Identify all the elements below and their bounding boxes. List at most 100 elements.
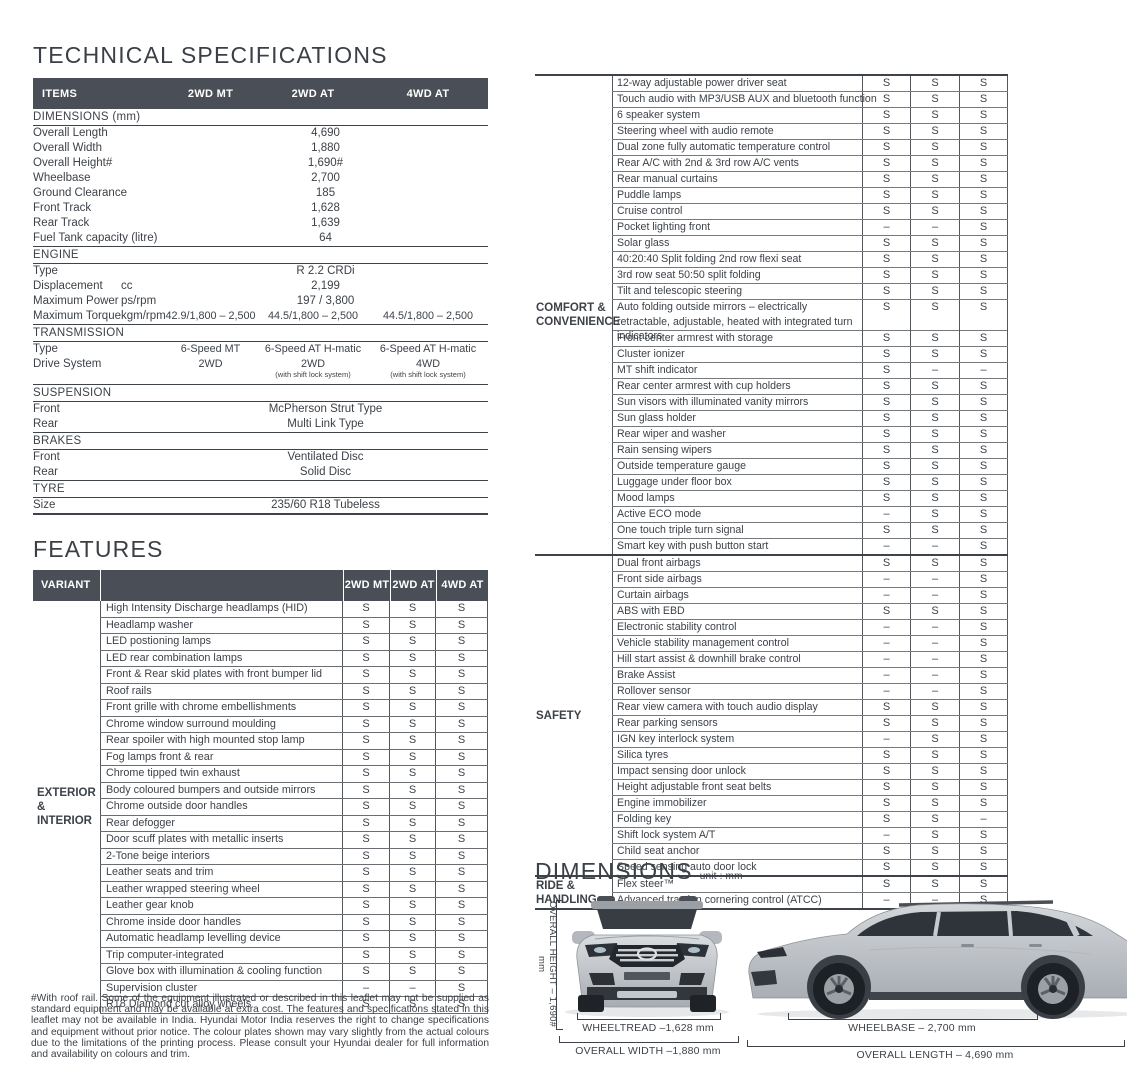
feature-value-cell: S (960, 411, 1008, 426)
feature-value-cell: S (960, 700, 1008, 715)
feature-label: Front grille with chrome embellishments (100, 700, 343, 716)
feature-value-cell: S (863, 764, 911, 779)
feature-row: Fog lamps front & rear S S S (100, 749, 488, 766)
feature-value-cell: S (436, 881, 488, 897)
feature-label: Supervision cluster (100, 980, 343, 996)
feature-row: Engine immobilizer S S S (612, 796, 1008, 812)
spec-row: Rear Multi Link Type (33, 417, 488, 432)
feature-label: Cruise control (612, 204, 863, 219)
feature-value-cell: S (390, 914, 436, 930)
feature-value-cell: S (390, 881, 436, 897)
feature-value-cell: S (960, 92, 1008, 107)
section-label-line: HANDLING (536, 893, 597, 906)
feature-label: Chrome window surround moulding (100, 716, 343, 732)
feature-value-cell: S (960, 188, 1008, 203)
feature-value-cell: S (960, 156, 1008, 171)
feature-value-cell: S (911, 300, 960, 344)
feature-row: Sun visors with illuminated vanity mirro… (612, 395, 1008, 411)
spec-value-text: 42.9/1,800 – 2,500 (165, 310, 256, 322)
feature-value-cell: S (863, 700, 911, 715)
side-view-car-image (748, 900, 1127, 1019)
spec-value: Ventilated Disc (287, 451, 364, 463)
feature-value-cell: S (436, 601, 488, 617)
feature-label: Rear wiper and washer (612, 427, 863, 442)
section-label: RIDE & HANDLING (535, 877, 612, 908)
feature-value-cell: – (863, 732, 911, 747)
spec-row: Overall Height# 1,690# (33, 156, 488, 171)
feature-value-cell: S (863, 748, 911, 763)
feature-value-cell: S (960, 844, 1008, 859)
spec-row: Overall Width 1,880 (33, 141, 488, 156)
feature-value-cell: S (390, 650, 436, 666)
feature-value-cell: S (960, 636, 1008, 651)
section-label: COMFORT & CONVENIENCE (535, 76, 620, 554)
spec-item-label: Front Track (33, 202, 92, 214)
feature-row: Steering wheel with audio remote S S S (612, 124, 1008, 140)
feature-row: Mood lamps S S S (612, 491, 1008, 507)
feature-value-cell: – (863, 220, 911, 235)
feature-value-cell: S (911, 860, 960, 875)
feature-value-cell: S (343, 667, 390, 683)
section-label-line: COMFORT & (536, 302, 606, 314)
feature-value-cell: S (863, 812, 911, 827)
feature-value-cell: S (911, 764, 960, 779)
feature-label: Chrome inside door handles (100, 914, 343, 930)
feature-value-cell: S (960, 268, 1008, 283)
feature-value-cell: S (436, 700, 488, 716)
feature-value-cell: S (863, 204, 911, 219)
feature-row: Glove box with illumination & cooling fu… (100, 964, 488, 981)
feature-value-cell: S (343, 716, 390, 732)
feature-value-cell: – (960, 363, 1008, 378)
spec-item-label: Ground Clearance (33, 187, 127, 199)
feature-label: Door scuff plates with metallic inserts (100, 832, 343, 848)
spec-value: 4WD (with shift lock system) (368, 357, 488, 384)
feature-row: ABS with EBD S S S (612, 604, 1008, 620)
spec-value: 1,880 (311, 142, 340, 154)
col-header-items: ITEMS (42, 87, 78, 100)
spec-item-label: Rear (33, 466, 58, 478)
feature-row: Leather wrapped steering wheel S S S (100, 881, 488, 898)
feature-label: Chrome outside door handles (100, 799, 343, 815)
feature-row: Roof rails S S S (100, 683, 488, 700)
feature-value-cell: S (911, 411, 960, 426)
feature-label: Sun visors with illuminated vanity mirro… (612, 395, 863, 410)
section-label: SAFETY (535, 556, 612, 875)
feature-label: Puddle lamps (612, 188, 863, 203)
feature-value-cell: S (436, 749, 488, 765)
feature-value-cell: S (960, 204, 1008, 219)
feature-label: Silica tyres (612, 748, 863, 763)
feature-label: Curtain airbags (612, 588, 863, 603)
spec-row: Type 6-Speed MT 6-Speed AT H-matic 6-Speed … (33, 342, 488, 357)
spec-value: Multi Link Type (287, 418, 364, 430)
feature-label: Solar glass (612, 236, 863, 251)
feature-row: Brake Assist – – S (612, 668, 1008, 684)
feature-label: Luggage under floor box (612, 475, 863, 490)
overall-width-label: OVERALL WIDTH –1,880 mm (575, 1045, 721, 1057)
feature-value-cell: S (390, 832, 436, 848)
feature-row: Front side airbags – – S (612, 572, 1008, 588)
spec-row: Displacement cc 2,199 (33, 279, 488, 294)
overall-length-label: OVERALL LENGTH – 4,690 mm (856, 1049, 1014, 1061)
feature-value-cell: S (960, 140, 1008, 155)
feature-value-cell: S (960, 220, 1008, 235)
spec-row: Fuel Tank capacity (litre) 64 (33, 231, 488, 246)
feature-value-cell: S (911, 347, 960, 362)
spec-section-title: DIMENSIONS (mm) (33, 109, 488, 126)
feature-row: Electronic stability control – – S (612, 620, 1008, 636)
feature-value-cell: S (343, 799, 390, 815)
spec-item-label: Front (33, 403, 60, 415)
wheeltread-bracket (577, 1013, 721, 1020)
col-header-4wd-at: 4WD AT (406, 87, 450, 100)
feature-row: Touch audio with MP3/USB AUX and bluetoo… (612, 92, 1008, 108)
overall-width-bracket (559, 1036, 739, 1043)
feature-row: One touch triple turn signal S S S (612, 523, 1008, 539)
spec-item-label: Size (33, 499, 56, 511)
feature-value-cell: S (863, 347, 911, 362)
feature-value-cell: S (436, 848, 488, 864)
feature-value-cell: S (960, 556, 1008, 571)
feature-row: Auto folding outside mirrors – electrica… (612, 300, 1008, 344)
feature-value-cell: S (863, 108, 911, 123)
spec-item-label: Front (33, 451, 60, 463)
spec-row: Drive System 2WD 2WD (with shift lock syste… (33, 357, 488, 384)
feature-value-cell: – (911, 588, 960, 603)
